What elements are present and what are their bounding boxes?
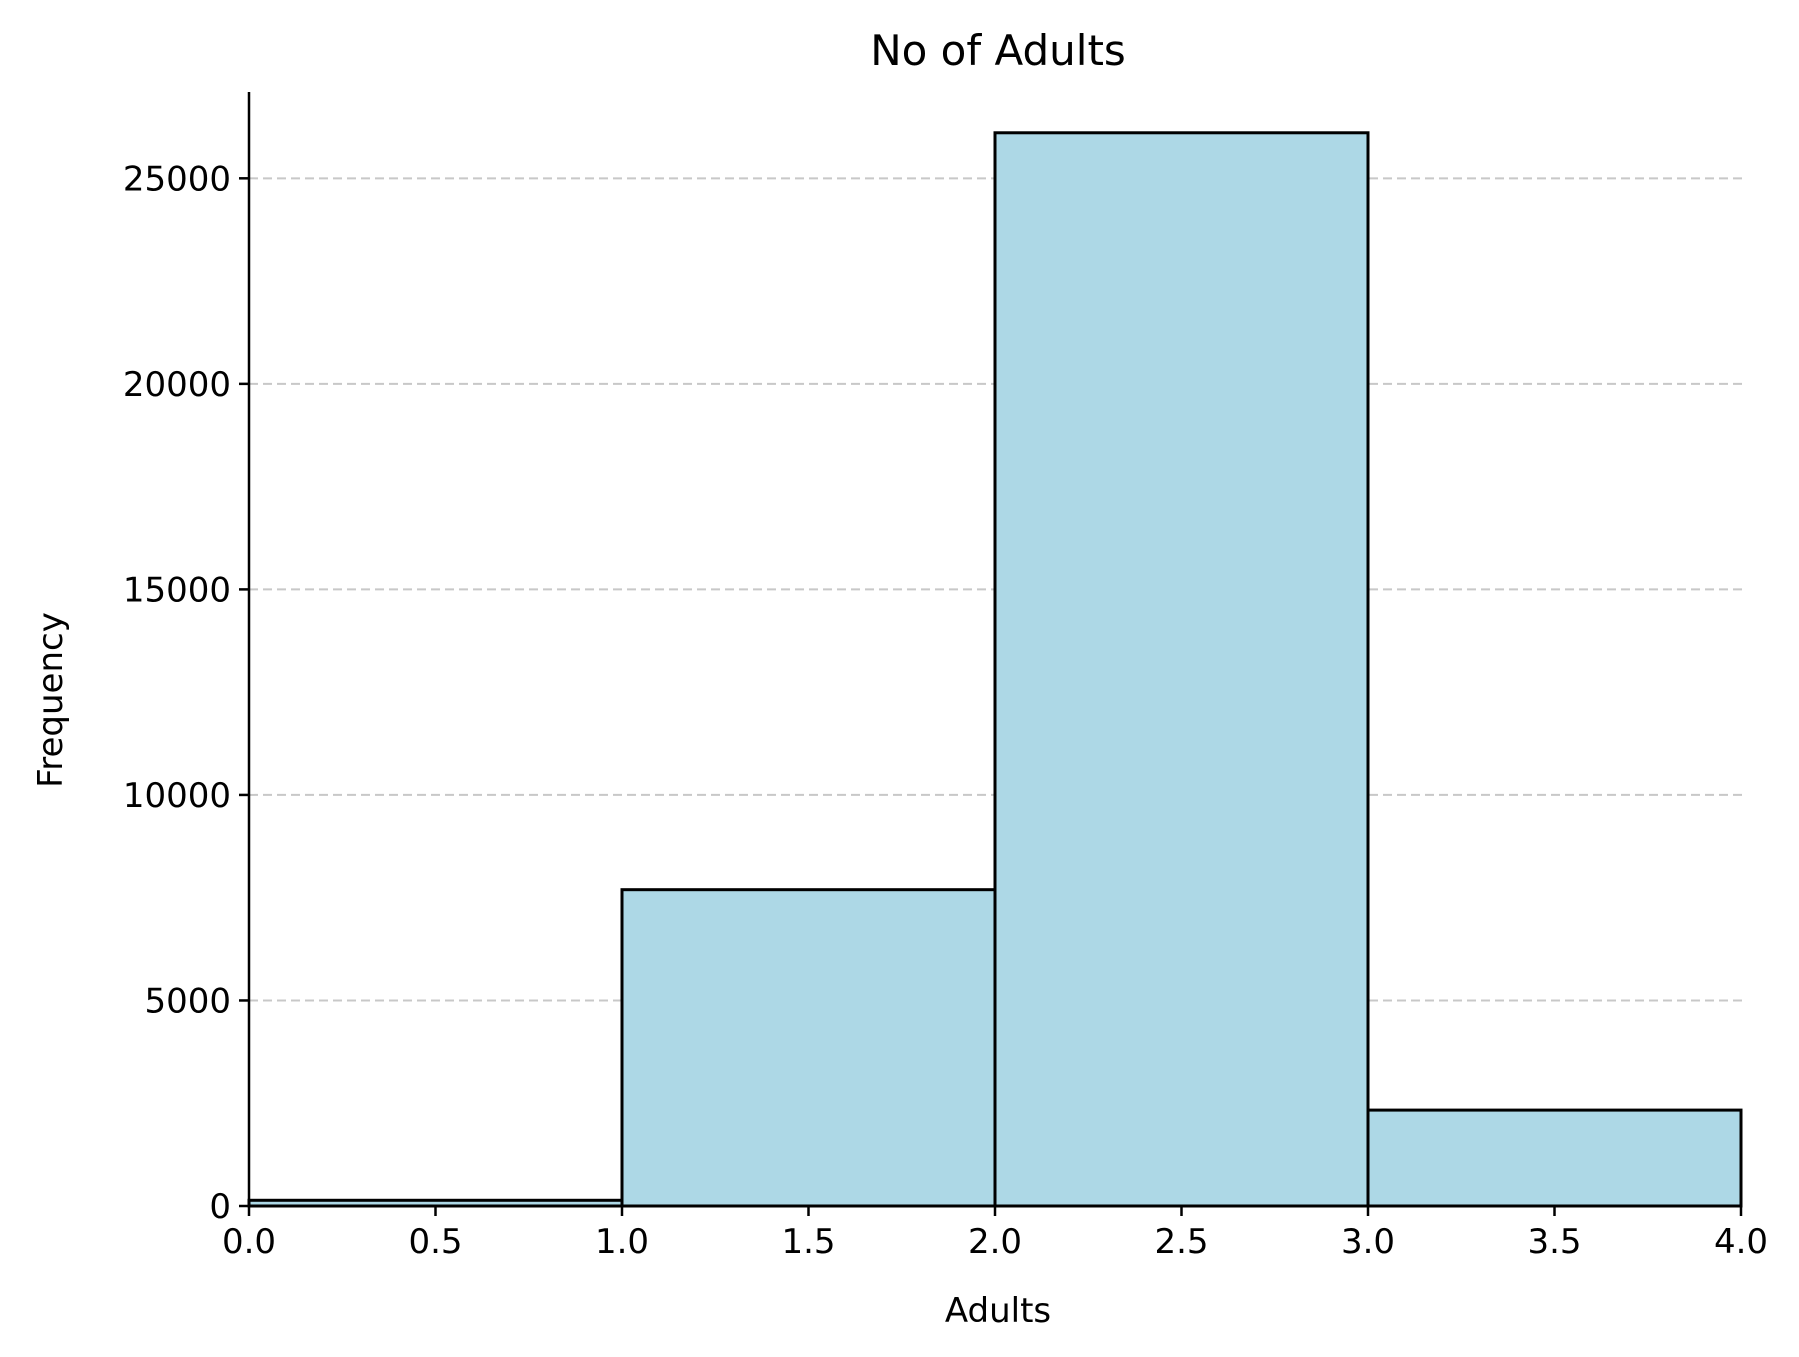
axes: [239, 92, 1743, 1216]
tick-labels: 0.0 0.5 1.0 1.5 2.0 2.5 3.0 3.5 4.0 0 5000 10000 150…: [123, 159, 1768, 1262]
y-tick-label: 15000: [123, 570, 231, 610]
x-tick-label: 0.5: [408, 1222, 462, 1262]
x-tick-label: 2.0: [968, 1222, 1022, 1262]
chart-title: No of Adults: [870, 26, 1126, 75]
x-axis-label: Adults: [945, 1291, 1051, 1331]
y-tick-label: 0: [209, 1187, 231, 1227]
x-tick-label: 3.5: [1527, 1222, 1581, 1262]
y-tick-label: 20000: [123, 365, 231, 405]
histogram-bar: [1366, 1108, 1743, 1208]
y-axis-label: Frequency: [31, 612, 71, 788]
x-tick-label: 4.0: [1714, 1222, 1768, 1262]
bars: [247, 131, 1743, 1208]
y-tick-label: 10000: [123, 776, 231, 816]
x-tick-label: 3.0: [1341, 1222, 1395, 1262]
histogram-bar: [993, 131, 1370, 1208]
y-tick-label: 25000: [123, 159, 231, 199]
x-tick-label: 2.5: [1154, 1222, 1208, 1262]
x-tick-label: 0.0: [222, 1222, 276, 1262]
x-tick-label: 1.5: [781, 1222, 835, 1262]
x-tick-label: 1.0: [595, 1222, 649, 1262]
y-tick-label: 5000: [144, 981, 231, 1021]
histogram-bar: [620, 888, 997, 1208]
